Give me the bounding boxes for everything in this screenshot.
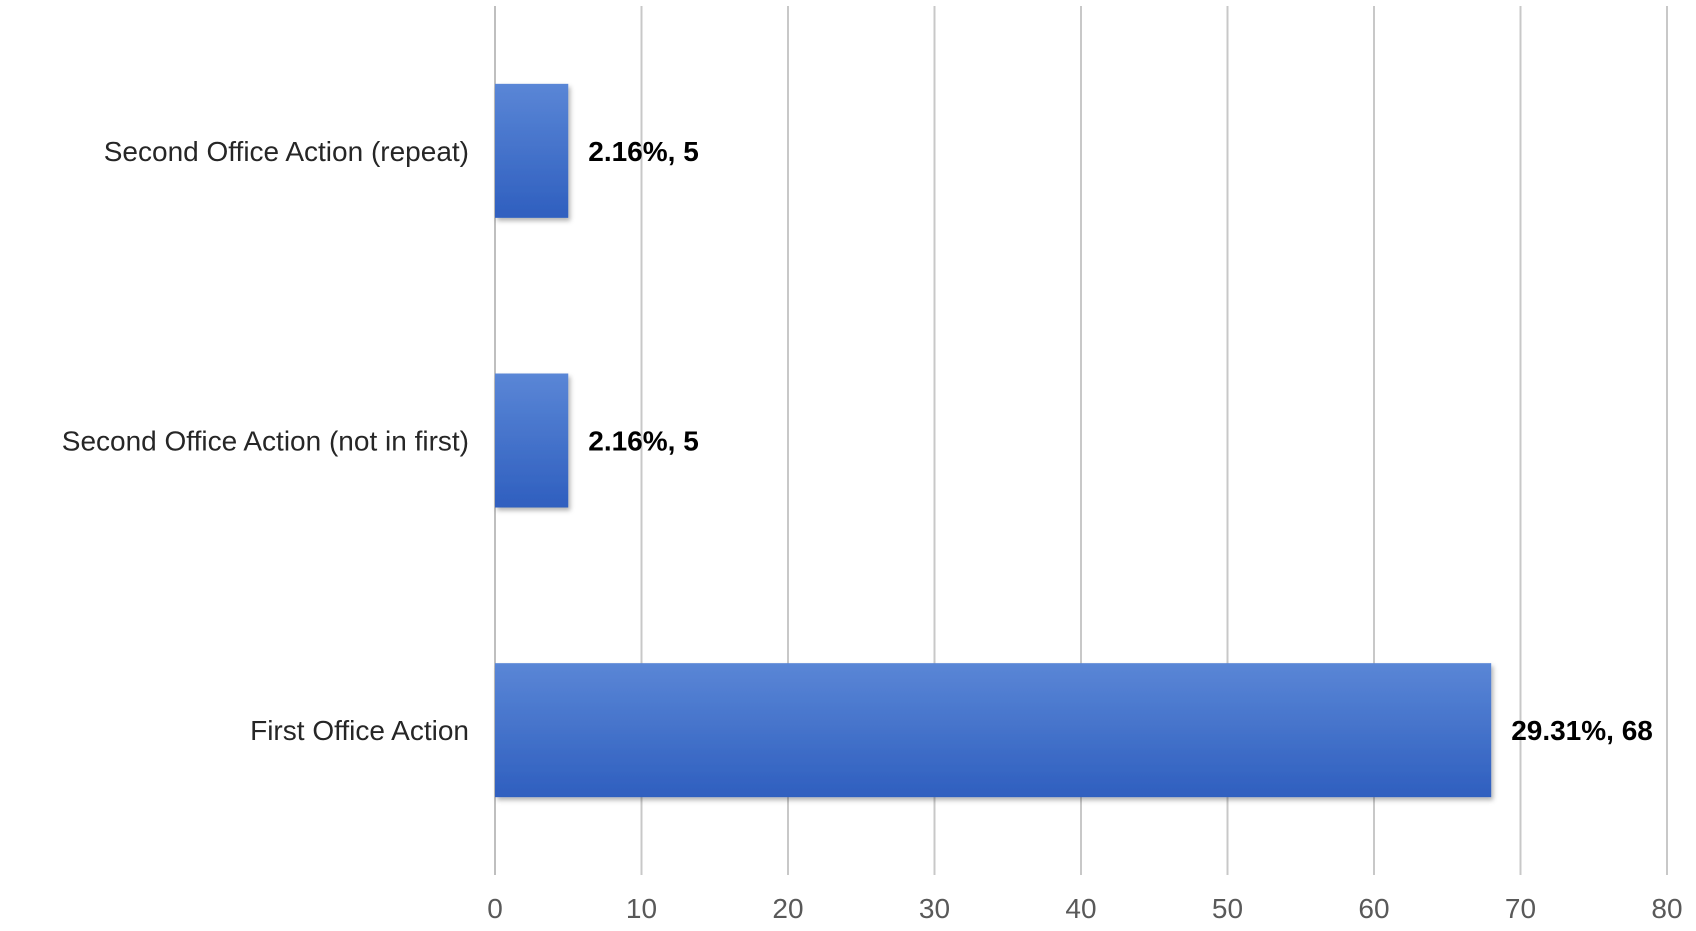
- x-axis-ticks: 0 10 20 30 40 50 60 70 80: [487, 893, 1682, 924]
- category-label: First Office Action: [250, 715, 469, 746]
- bar: [495, 663, 1492, 798]
- data-label: 2.16%, 5: [588, 136, 699, 167]
- bar: [495, 83, 569, 218]
- x-tick-label: 70: [1505, 893, 1536, 924]
- grid-lines: [494, 6, 1668, 875]
- x-tick-label: 10: [626, 893, 657, 924]
- data-labels: 29.31%, 68 2.16%, 5 2.16%, 5: [588, 136, 1653, 746]
- data-label: 29.31%, 68: [1511, 715, 1653, 746]
- x-tick-label: 0: [487, 893, 503, 924]
- x-tick-label: 30: [919, 893, 950, 924]
- x-tick-label: 80: [1651, 893, 1682, 924]
- x-tick-label: 20: [772, 893, 803, 924]
- bar: [495, 373, 569, 508]
- x-tick-label: 50: [1212, 893, 1243, 924]
- bars: [495, 83, 1492, 798]
- category-label: Second Office Action (not in first): [62, 426, 469, 457]
- category-labels: First Office Action Second Office Action …: [62, 136, 469, 746]
- x-tick-label: 60: [1358, 893, 1389, 924]
- x-tick-label: 40: [1065, 893, 1096, 924]
- category-label: Second Office Action (repeat): [104, 136, 469, 167]
- data-label: 2.16%, 5: [588, 426, 699, 457]
